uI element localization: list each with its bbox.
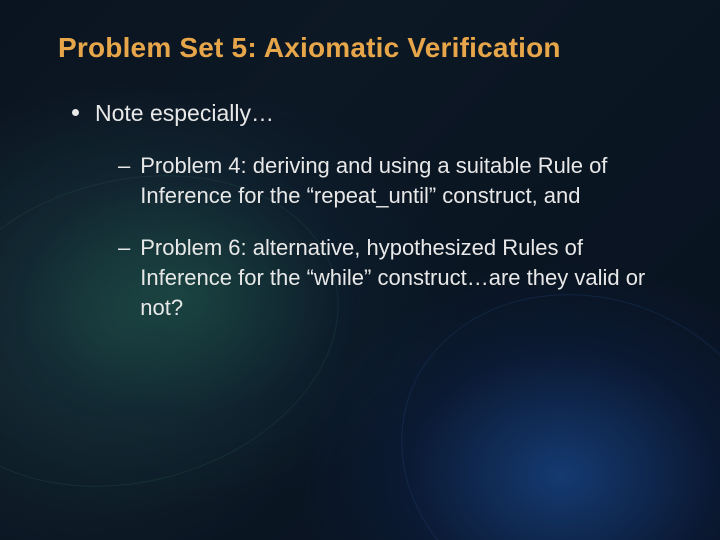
bullet-level2: – Problem 4: deriving and using a suitab…: [118, 151, 668, 211]
bullet-dash-icon: –: [118, 233, 130, 263]
bullet-text: Problem 4: deriving and using a suitable…: [140, 151, 668, 211]
bullet-level2: – Problem 6: alternative, hypothesized R…: [118, 233, 668, 323]
slide-container: Problem Set 5: Axiomatic Verification No…: [0, 0, 720, 540]
bullet-text: Problem 6: alternative, hypothesized Rul…: [140, 233, 668, 323]
slide-title: Problem Set 5: Axiomatic Verification: [58, 32, 672, 64]
bullet-level1: Note especially…: [72, 98, 672, 129]
bullet-dot-icon: [72, 109, 79, 116]
bullet-dash-icon: –: [118, 151, 130, 181]
bullet-text: Note especially…: [95, 98, 274, 129]
